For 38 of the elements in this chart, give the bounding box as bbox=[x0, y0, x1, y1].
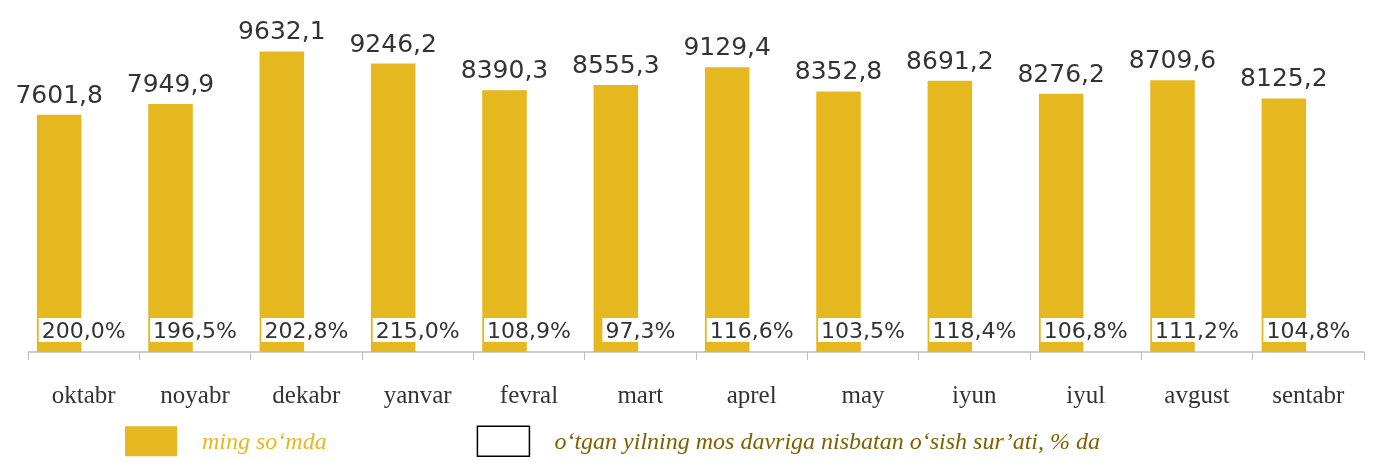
x-tick-label: sentabr bbox=[1272, 381, 1346, 408]
x-tick-label: oktabr bbox=[51, 381, 117, 408]
annotation: 97,3% bbox=[605, 317, 676, 343]
annotation: 103,5% bbox=[821, 317, 905, 343]
x-tick-label: dekabr bbox=[272, 381, 342, 408]
legend-label: ming so‘mda bbox=[202, 428, 327, 455]
x-tick-label: avgust bbox=[1164, 381, 1230, 408]
annotation: 108,9% bbox=[487, 317, 571, 343]
annotation: 104,8% bbox=[1266, 317, 1351, 343]
data-label: 9129,4 bbox=[683, 32, 771, 62]
data-label: 8352,8 bbox=[794, 56, 883, 86]
data-label: 8125,2 bbox=[1240, 63, 1328, 93]
x-tick-label: iyun bbox=[952, 381, 998, 408]
annotation: 202,8% bbox=[264, 317, 349, 343]
legend-label: o‘tgan yilning mos davriga nisbatan o‘sish sur’ati, % da bbox=[554, 428, 1100, 455]
data-label: 7601,8 bbox=[15, 79, 103, 109]
x-tick-label: aprel bbox=[726, 381, 777, 408]
x-tick-label: mart bbox=[617, 381, 664, 408]
data-label: 8709,6 bbox=[1128, 45, 1217, 75]
data-label: 8555,3 bbox=[572, 50, 660, 80]
annotation: 106,8% bbox=[1043, 317, 1128, 343]
data-label: 8390,3 bbox=[460, 55, 549, 85]
annotation: 196,5% bbox=[153, 317, 237, 343]
x-tick-label: yanvar bbox=[383, 381, 453, 408]
annotation: 111,2% bbox=[1155, 317, 1239, 343]
annotation: 200,0% bbox=[41, 317, 126, 343]
x-tick-label: noyabr bbox=[160, 381, 231, 408]
annotation: 118,4% bbox=[932, 317, 1017, 343]
x-tick-label: may bbox=[841, 381, 886, 408]
annotation: 215,0% bbox=[375, 317, 460, 343]
x-tick-label: iyul bbox=[1066, 381, 1106, 408]
annotation: 116,6% bbox=[709, 317, 794, 343]
data-label: 9246,2 bbox=[349, 28, 437, 58]
data-label: 8691,2 bbox=[906, 45, 994, 75]
data-label: 8276,2 bbox=[1017, 58, 1105, 88]
data-label: 7949,9 bbox=[126, 68, 215, 98]
data-label: 9632,1 bbox=[238, 16, 326, 46]
x-tick-label: fevral bbox=[499, 381, 559, 408]
